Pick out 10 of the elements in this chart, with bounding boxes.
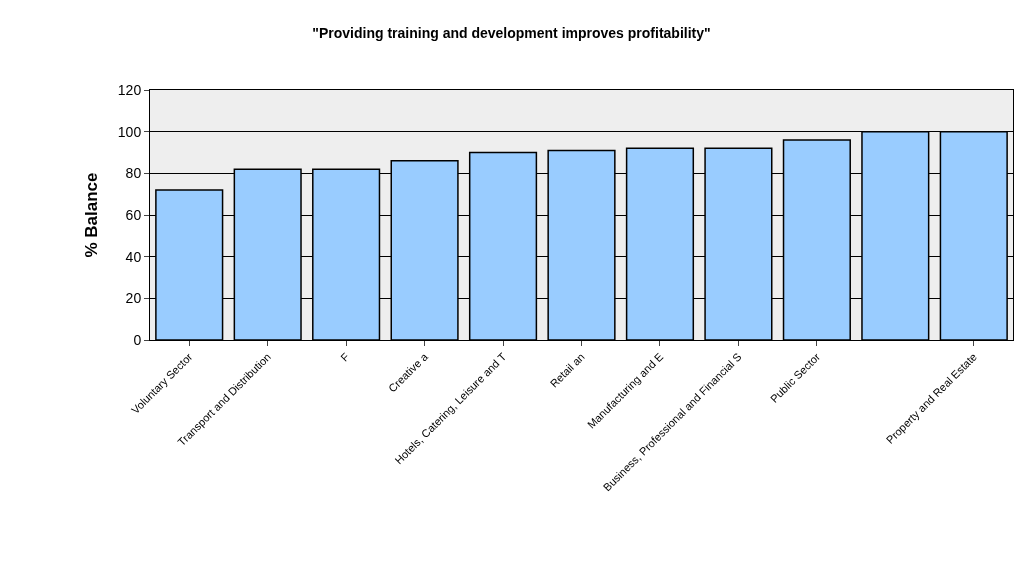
y-tick-label: 40 (125, 248, 142, 265)
chart-title: "Providing training and development improves profitability" (312, 25, 711, 42)
y-tick-label: 0 (133, 331, 142, 348)
y-tick-label: 100 (117, 123, 142, 140)
x-tick-label: F (338, 350, 352, 364)
y-tick-label: 60 (125, 206, 142, 223)
y-tick-label: 120 (117, 81, 142, 98)
y-axis-title: % Balance (82, 172, 102, 258)
y-tick-label: 20 (125, 290, 142, 307)
y-tick-label: 80 (125, 165, 142, 182)
